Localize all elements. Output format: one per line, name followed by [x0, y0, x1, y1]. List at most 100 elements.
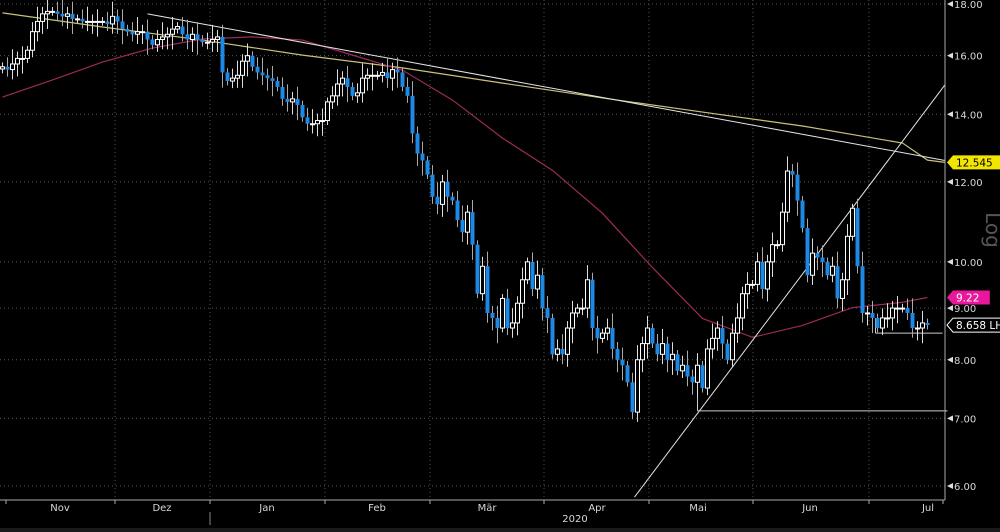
candle-up — [845, 235, 850, 281]
tick-marker — [947, 415, 953, 422]
candle-down — [760, 261, 765, 290]
candle-up — [865, 312, 870, 315]
candle-up — [780, 211, 785, 246]
candle-up — [900, 307, 905, 310]
candle-up — [670, 353, 675, 361]
candle-up — [660, 343, 665, 355]
candle-up — [100, 20, 105, 23]
candle-up — [500, 297, 505, 329]
candle-down — [700, 365, 705, 389]
candle-up — [555, 348, 560, 355]
candle-up — [20, 57, 25, 60]
candle-up — [155, 39, 160, 46]
candle-down — [540, 275, 545, 309]
candle-up — [375, 74, 380, 77]
candle-up — [640, 343, 645, 361]
candle-up — [320, 120, 325, 123]
candle-up — [175, 26, 180, 30]
candle-down — [285, 98, 290, 102]
candle-up — [365, 74, 370, 79]
trendline — [147, 13, 946, 161]
candle-down — [460, 220, 465, 233]
x-tick-label: Dez — [152, 503, 171, 514]
candle-down — [415, 133, 420, 154]
price-badge-label: 9.22 — [956, 292, 979, 304]
candle-up — [25, 49, 30, 59]
candle-up — [565, 327, 570, 355]
tick-marker — [947, 258, 953, 265]
candle-down — [615, 348, 620, 360]
candle-up — [510, 322, 515, 329]
candle-up — [215, 36, 220, 41]
candle-up — [885, 317, 890, 320]
candle-down — [125, 29, 130, 32]
candles — [0, 0, 930, 422]
candle-up — [740, 293, 745, 319]
candle-down — [200, 39, 205, 43]
y-tick-label: 7.00 — [954, 414, 976, 425]
candle-down — [420, 153, 425, 161]
candle-down — [435, 196, 440, 205]
ma-long-line — [2, 12, 946, 163]
candle-down — [490, 312, 495, 318]
candle-down — [720, 328, 725, 344]
candle-up — [705, 348, 710, 389]
candle-down — [610, 328, 615, 349]
candle-up — [245, 55, 250, 62]
price-badge — [947, 290, 990, 305]
candle-down — [905, 308, 910, 313]
candle-down — [790, 171, 795, 175]
candle-up — [240, 60, 245, 76]
candle-up — [75, 18, 80, 21]
candle-up — [95, 20, 100, 23]
candle-down — [855, 208, 860, 267]
candle-down — [860, 266, 865, 313]
candle-up — [525, 261, 530, 281]
candle-up — [840, 279, 845, 299]
candle-up — [160, 36, 165, 41]
candle-up — [370, 74, 375, 77]
candle-up — [140, 31, 145, 34]
candle-down — [250, 55, 255, 67]
candle-down — [105, 21, 110, 24]
candle-down — [805, 228, 810, 276]
y-tick-label: 10.00 — [954, 258, 983, 269]
candle-up — [45, 10, 50, 15]
candle-down — [470, 212, 475, 245]
candle-up — [895, 307, 900, 310]
candle-down — [550, 317, 555, 355]
candle-down — [820, 257, 825, 262]
tick-marker — [947, 1, 953, 7]
ma-mid-line — [2, 36, 928, 338]
candle-up — [330, 95, 335, 103]
candle-down — [495, 317, 500, 329]
tick-marker — [947, 111, 953, 118]
candle-down — [120, 21, 125, 30]
candle-up — [850, 207, 855, 237]
candle-down — [115, 16, 120, 22]
candle-down — [620, 359, 625, 366]
candle-down — [925, 322, 930, 326]
candle-up — [570, 312, 575, 329]
tick-marker — [947, 305, 953, 312]
candle-down — [300, 104, 305, 118]
grid — [0, 0, 945, 500]
y-tick-label: 6.00 — [954, 482, 976, 493]
candle-down — [195, 34, 200, 40]
candle-up — [735, 317, 740, 334]
candle-up — [355, 92, 360, 97]
candle-up — [390, 69, 395, 79]
candle-down — [425, 160, 430, 175]
candle-up — [515, 302, 520, 324]
candle-down — [350, 86, 355, 96]
candle-up — [695, 364, 700, 383]
candle-up — [715, 327, 720, 339]
candle-up — [30, 31, 35, 51]
candle-down — [875, 317, 880, 329]
candle-down — [655, 343, 660, 355]
candle-up — [90, 20, 95, 23]
y-tick-label: 9.00 — [954, 304, 976, 315]
candle-up — [915, 327, 920, 330]
candle-down — [5, 66, 10, 70]
